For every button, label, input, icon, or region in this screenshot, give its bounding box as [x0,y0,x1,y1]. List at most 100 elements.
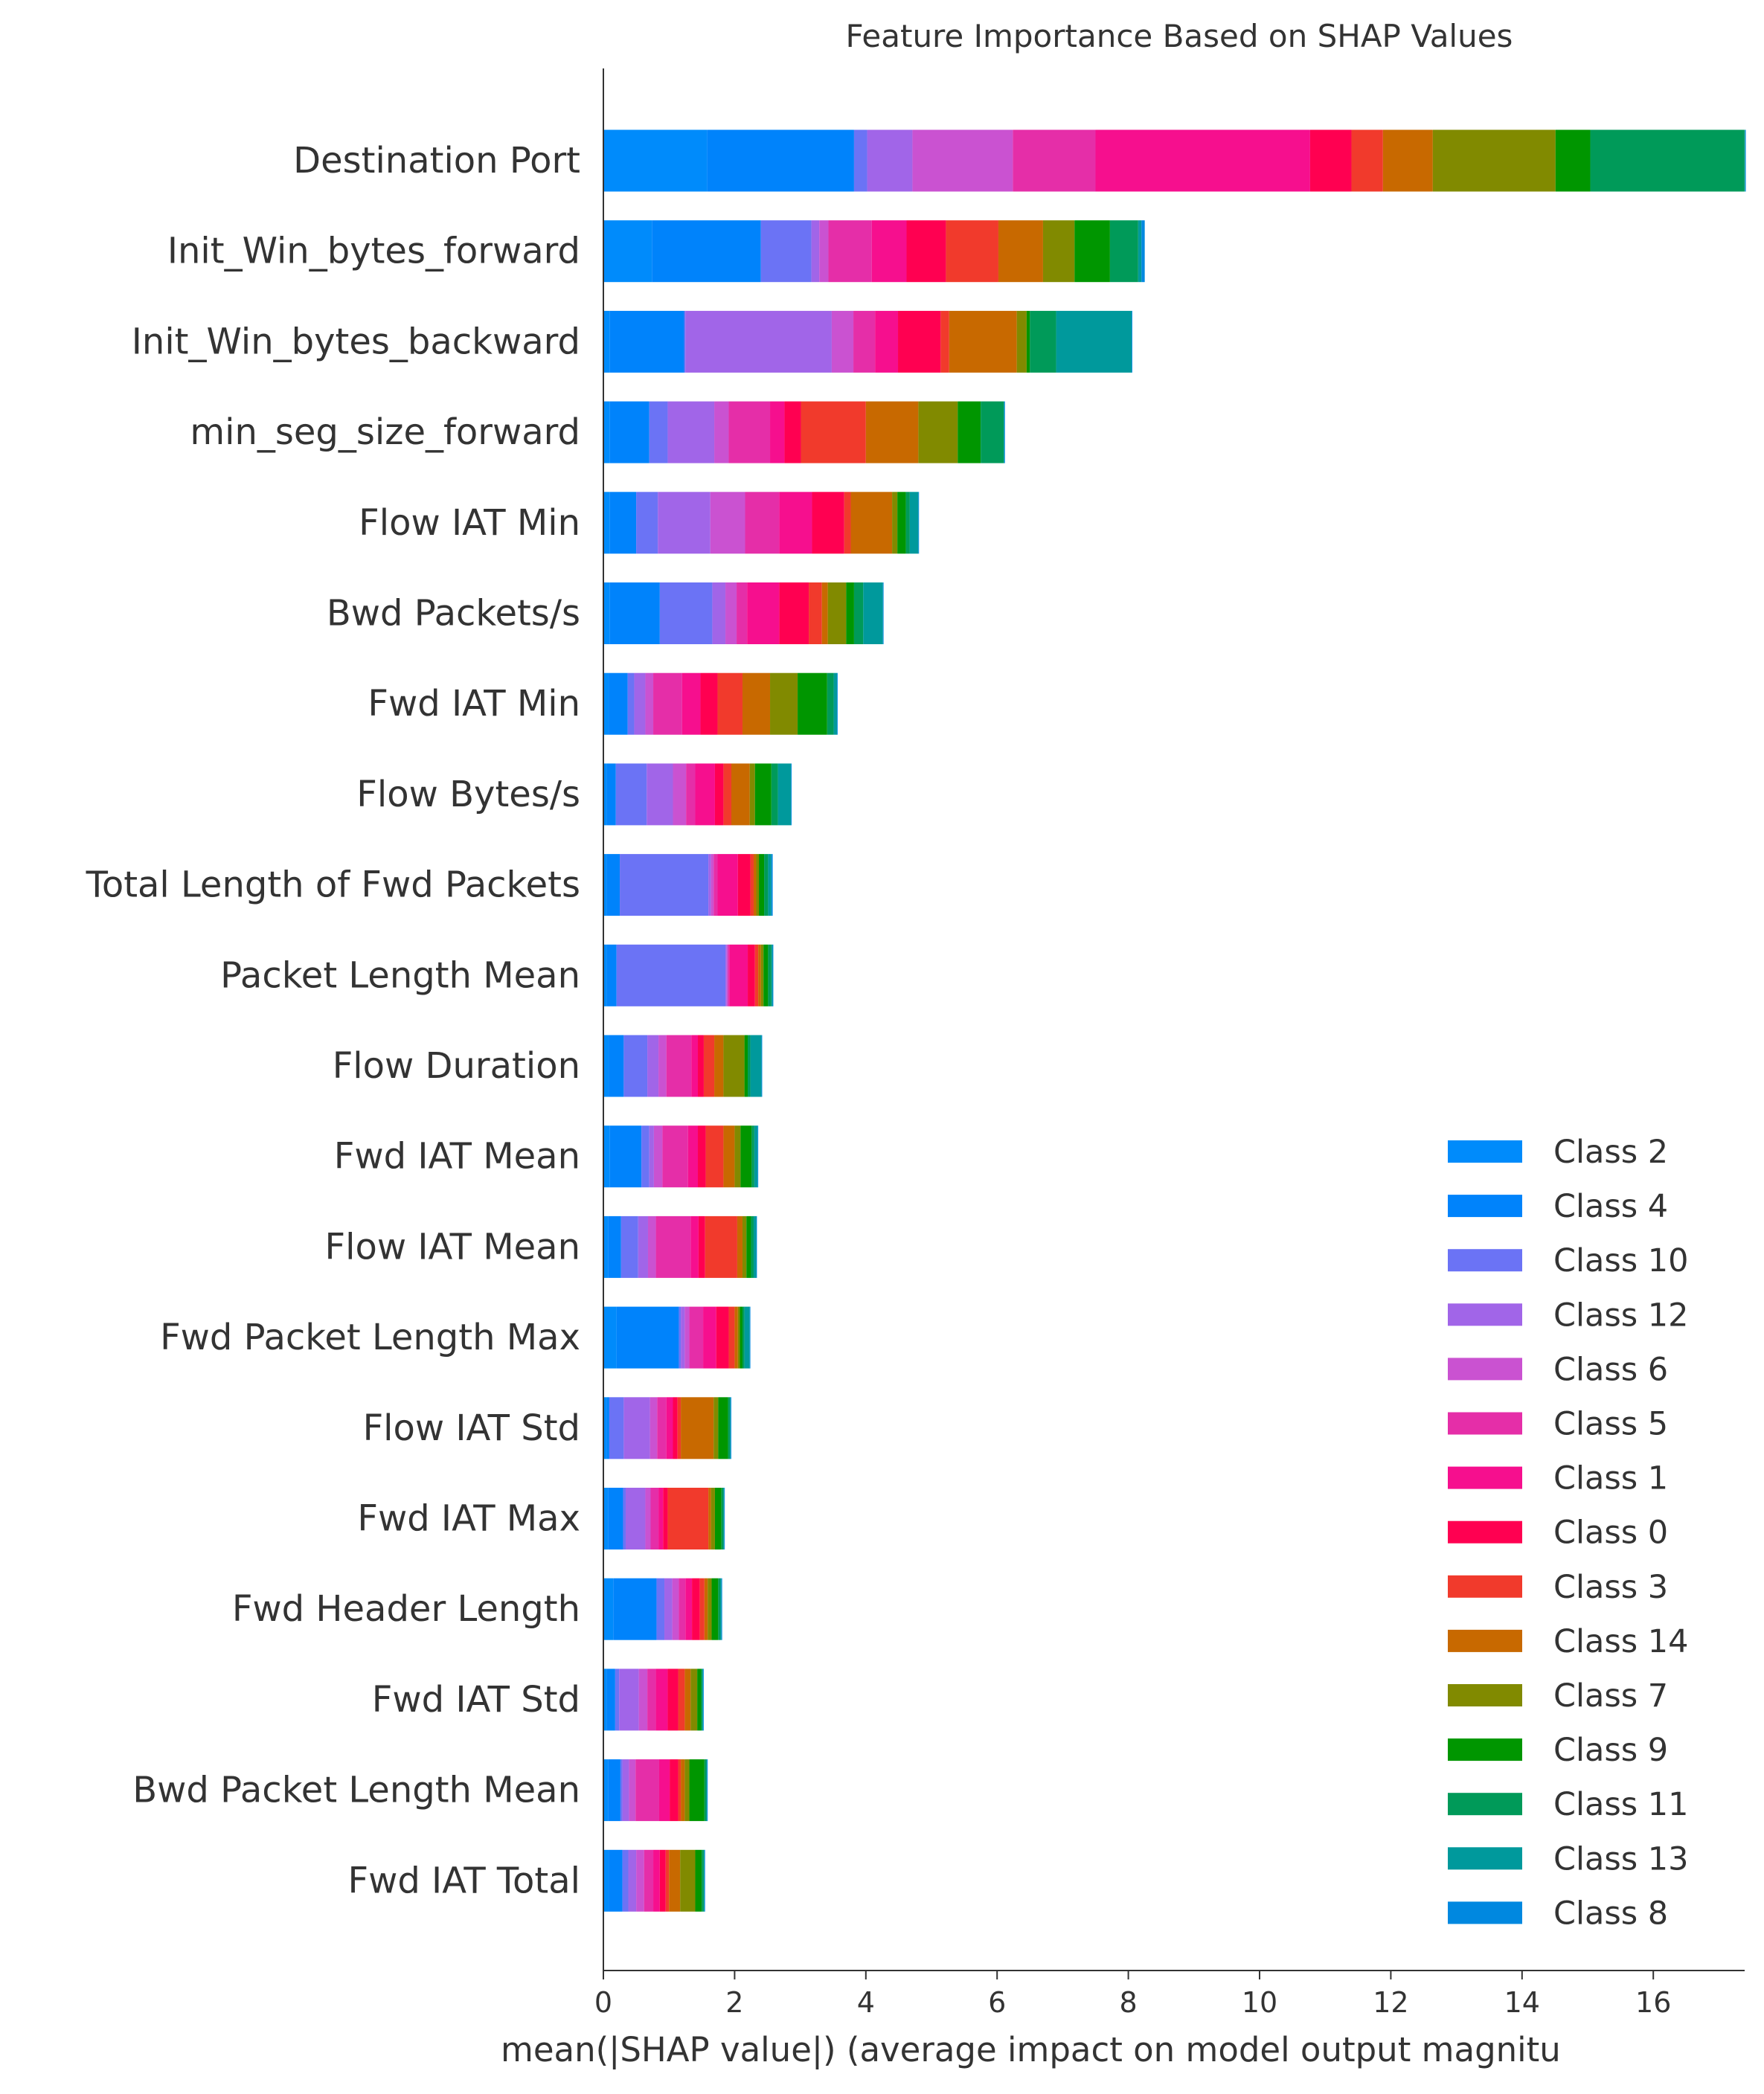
bar-segment [603,1488,609,1549]
legend-swatch [1448,1412,1522,1435]
bar-segment [609,401,650,463]
bar-segment [749,1306,751,1369]
legend-label: Class 7 [1553,1677,1668,1715]
bar-segment [702,1849,704,1912]
bar-segment [718,1578,720,1640]
bar-segment [685,1578,693,1640]
bar-segment [711,1578,719,1640]
legend-label: Class 11 [1553,1786,1689,1823]
bar-segment [603,129,708,192]
legend-label: Class 9 [1553,1732,1668,1769]
bar-segment [734,1125,741,1188]
bar-segment [698,1035,704,1097]
bar-segment [623,1035,648,1097]
bar-segment [695,763,715,826]
bar-segment [603,1578,614,1640]
bar-segment [713,854,718,916]
bar-segment [725,582,737,644]
bar-segment [703,1306,716,1369]
bar-segment [645,672,654,735]
x-tick-label: 12 [1373,1986,1408,2019]
legend-swatch [1448,1358,1522,1381]
bar-segment [708,1578,712,1640]
bar-segment [728,1306,735,1369]
bar-segment [875,310,899,373]
bar-segment [622,1759,629,1822]
bar-segment [827,582,847,644]
bar-segment [603,1849,609,1912]
bar-segment [681,1306,685,1369]
bar-segment [616,944,726,1006]
bar-segment [940,310,949,373]
bar-segment [672,1578,679,1640]
x-tick-label: 4 [857,1986,875,2019]
bar-segment [912,129,1013,192]
bar-segment [666,1397,673,1459]
bar-segment [647,1215,656,1278]
bar-segment [751,1125,754,1188]
legend-label: Class 8 [1553,1895,1668,1932]
bar-segment [760,220,812,283]
bar-segment [723,1035,745,1097]
bar-segment [798,672,827,735]
bar-segment [819,220,829,283]
bar-segment [657,1397,667,1459]
bar-segment [655,1669,668,1731]
bar-segment [609,1125,642,1188]
bar-segment [619,1669,639,1731]
bar-segment [753,854,757,916]
bar-segment [606,854,620,916]
bar-segment [723,763,731,826]
bar-segment [779,582,809,644]
bar-segment [620,1759,623,1822]
bar-segment [728,1397,731,1459]
bar-segment [684,1306,690,1369]
y-tick-label: min_seg_size_forward [190,411,580,453]
bar-segment [636,1849,644,1912]
bar-segment [649,401,668,463]
bar-segment [770,401,785,463]
y-tick-label: Flow IAT Mean [325,1226,580,1268]
bar-segment [905,492,910,554]
bar-segment [754,944,759,1006]
bar-segment [699,1578,705,1640]
bar-segment [695,1849,702,1912]
bar-segment [1382,129,1433,192]
bar-segment [833,672,837,735]
bar-segment [656,1578,665,1640]
legend: Class 2 Class 4 Class 10 Class 12 Class 6 Cla… [1448,1134,1689,1932]
bar-segment [714,763,724,826]
bar-segment [777,763,792,826]
bar-segment [616,1306,679,1369]
bar-segment [850,492,893,554]
legend-swatch [1448,1466,1522,1489]
bar-segment [958,401,981,463]
bar-segment [1309,129,1352,192]
bar-segment [1030,310,1056,373]
bar-segment [704,1759,707,1822]
bar-segment [809,582,822,644]
bar-segment [623,1488,626,1549]
bar-segment [655,1215,691,1278]
bar-segment [728,944,730,1006]
y-tick-label: Fwd IAT Min [368,683,580,725]
bar-segment [771,763,778,826]
bar-segment [603,763,607,826]
bar-segment [606,763,616,826]
bar-segment [667,401,715,463]
bar-segment [949,310,1017,373]
bar-segment [1013,129,1096,192]
bar-segment [608,1488,623,1549]
bar-segment [603,220,652,283]
y-tick-label: Fwd IAT Total [347,1860,580,1901]
y-tick-label: Flow Bytes/s [356,774,580,815]
bar-segment [1138,220,1142,283]
bar-segment [645,1488,651,1549]
bar-segment [1432,129,1556,192]
bar-segment [764,854,769,916]
bar-segment [744,1306,750,1369]
bar-segment [724,1488,725,1549]
bar-segment [603,1397,607,1459]
legend-swatch [1448,1303,1522,1326]
legend-label: Class 0 [1553,1515,1668,1552]
